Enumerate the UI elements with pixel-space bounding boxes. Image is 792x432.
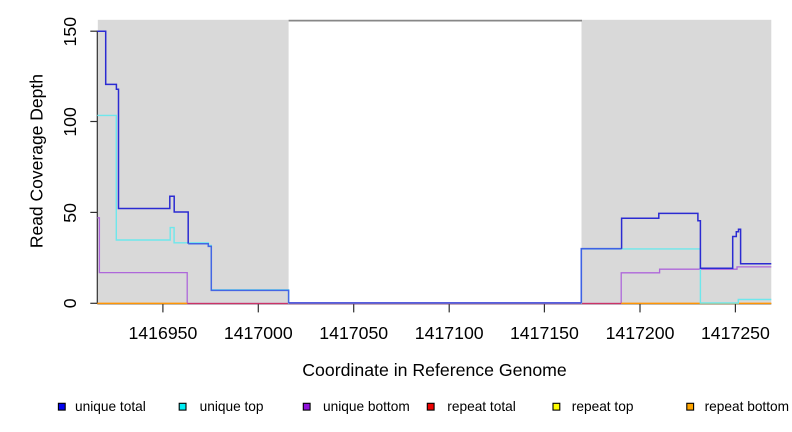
svg-text:repeat total: repeat total	[447, 399, 515, 414]
svg-text:150: 150	[60, 17, 80, 47]
svg-text:1417200: 1417200	[606, 323, 675, 343]
svg-text:unique bottom: unique bottom	[323, 399, 410, 414]
svg-text:1417250: 1417250	[701, 323, 770, 343]
svg-text:unique top: unique top	[200, 399, 264, 414]
svg-text:1417000: 1417000	[224, 323, 293, 343]
svg-text:1416950: 1416950	[128, 323, 197, 343]
svg-text:100: 100	[60, 107, 80, 137]
svg-text:1417050: 1417050	[319, 323, 388, 343]
svg-text:repeat top: repeat top	[572, 399, 634, 414]
svg-text:50: 50	[60, 203, 80, 223]
svg-text:1417100: 1417100	[415, 323, 484, 343]
svg-text:unique total: unique total	[75, 399, 146, 414]
svg-text:repeat bottom: repeat bottom	[705, 399, 789, 414]
svg-text:Coordinate in Reference Genome: Coordinate in Reference Genome	[302, 360, 567, 380]
svg-text:1417150: 1417150	[510, 323, 579, 343]
svg-text:Read Coverage Depth: Read Coverage Depth	[27, 74, 47, 248]
svg-text:0: 0	[60, 298, 80, 308]
